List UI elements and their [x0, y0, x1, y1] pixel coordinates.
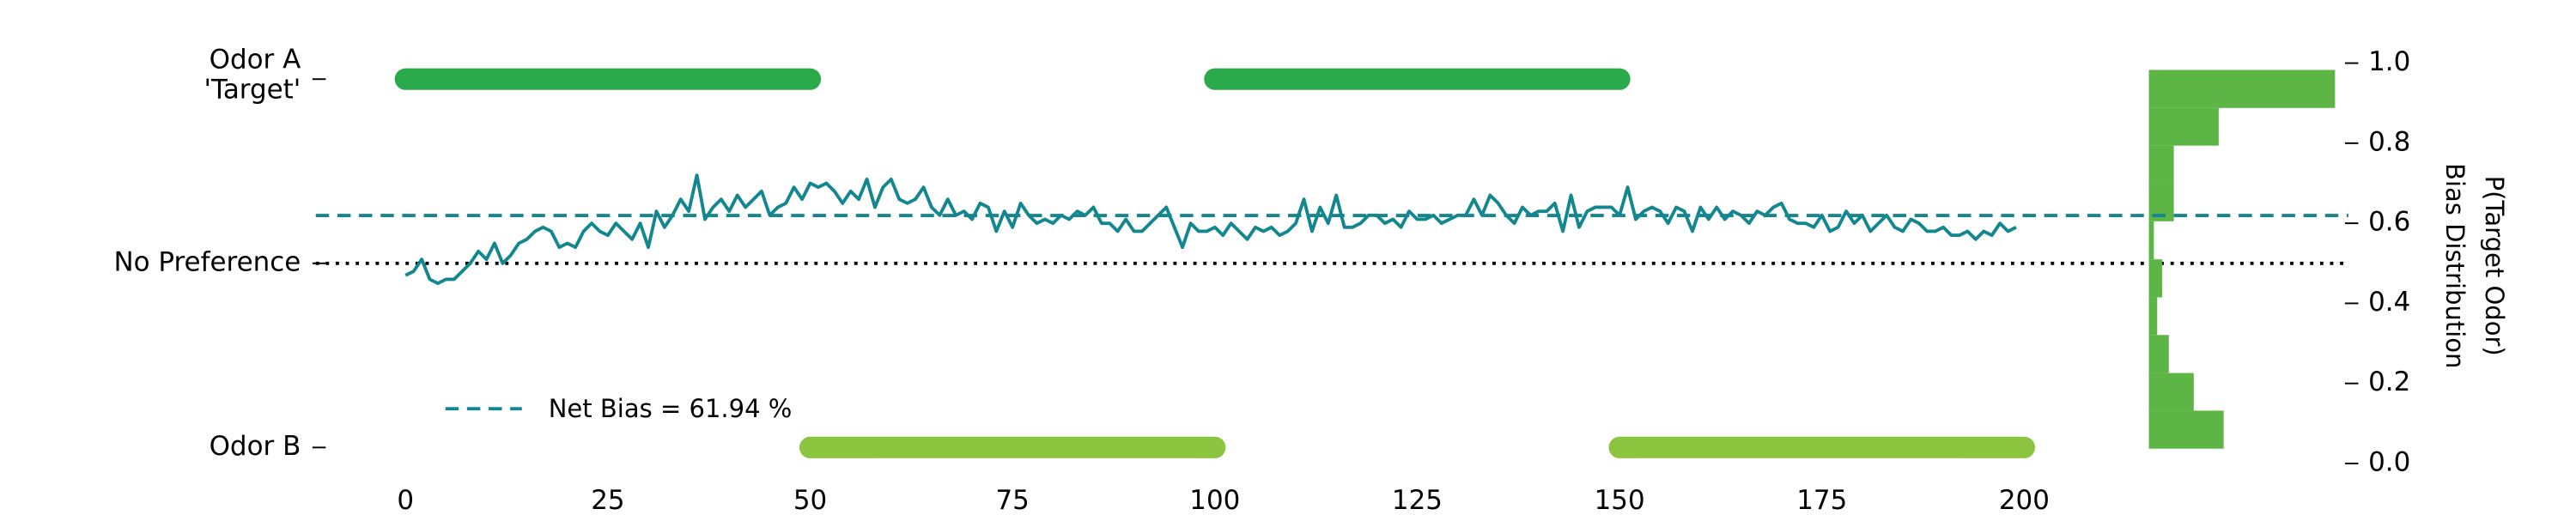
y2-axis-label: P(Target Odor) [2480, 176, 2509, 356]
y-tick-label: Odor A [210, 44, 301, 75]
y-tick-label: 'Target' [204, 74, 301, 105]
y2-tick-label: 0.6 [2368, 207, 2410, 238]
x-tick-label: 50 [793, 485, 827, 515]
x-tick-label: 0 [397, 485, 414, 515]
y2-tick-label: 0.2 [2368, 367, 2410, 397]
x-tick-label: 175 [1796, 485, 1847, 515]
x-tick-label: 125 [1392, 485, 1443, 515]
y-tick-label: Odor B [210, 431, 301, 462]
y2-tick-label: 1.0 [2368, 46, 2410, 77]
hist-bar [2148, 373, 2194, 411]
x-tick-label: 25 [591, 485, 624, 515]
hist-bar [2148, 297, 2158, 336]
y2-tick-label: 0.4 [2368, 287, 2410, 318]
x-tick-label: 100 [1189, 485, 1240, 515]
hist-bar [2148, 335, 2169, 373]
y-tick-label: No Preference [113, 246, 301, 277]
y2-tick-label: 0.8 [2368, 126, 2410, 157]
hist-label: Bias Distribution [2440, 163, 2470, 368]
hist-bar [2148, 70, 2336, 108]
hist-bar [2148, 145, 2174, 184]
hist-bar [2148, 221, 2154, 260]
x-tick-label: 200 [1999, 485, 2050, 515]
x-tick-label: 150 [1595, 485, 1645, 515]
hist-bar [2148, 107, 2219, 146]
x-tick-label: 75 [995, 485, 1029, 515]
hist-bar [2148, 410, 2224, 449]
hist-bar [2148, 259, 2163, 298]
legend-label: Net Bias = 61.94 % [549, 394, 793, 423]
data-line [404, 173, 2017, 286]
y2-tick-label: 0.0 [2368, 447, 2410, 478]
